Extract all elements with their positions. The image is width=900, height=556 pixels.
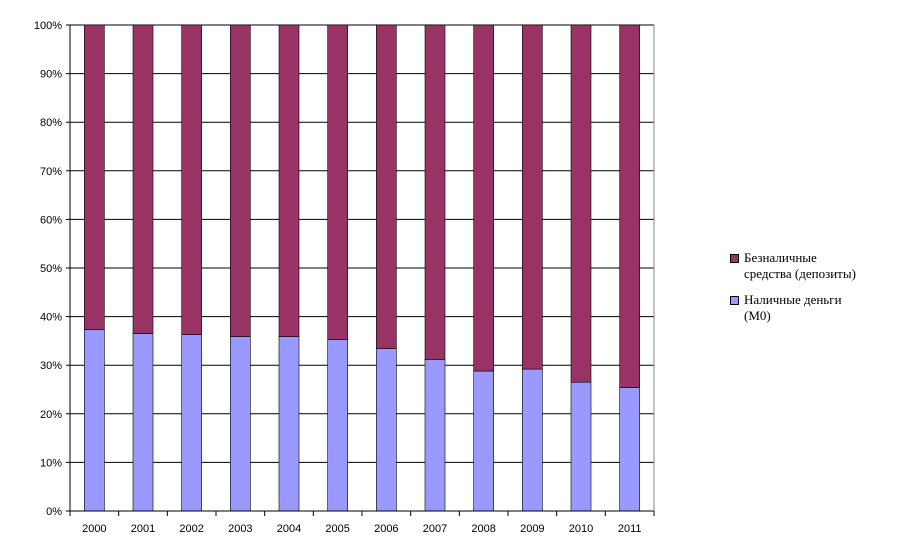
bar-cash <box>522 368 543 512</box>
y-tick-label: 60% <box>40 214 62 226</box>
bar-deposits <box>473 24 494 372</box>
y-tick-label: 40% <box>40 312 62 324</box>
y-tick-label: 80% <box>40 117 62 129</box>
x-tick-label: 2009 <box>520 523 544 535</box>
bar-cash <box>619 387 640 512</box>
x-tick-label: 2006 <box>374 523 398 535</box>
bar-cash <box>327 339 348 512</box>
bar-cash <box>376 348 397 512</box>
x-tick-label: 2001 <box>131 523 155 535</box>
x-tick-label: 2000 <box>82 523 106 535</box>
legend-label-cash-line2: (М0) <box>744 308 771 323</box>
y-tick-label: 100% <box>34 20 62 32</box>
bar-deposits <box>132 24 154 334</box>
bar-deposits <box>619 24 640 388</box>
legend-item-cash: Наличные деньги (М0) <box>730 292 895 324</box>
x-tick-label: 2002 <box>179 523 203 535</box>
bar-cash <box>570 381 592 512</box>
legend-item-deposits: Безналичные средства (депозиты) <box>730 250 895 282</box>
bar-cash <box>424 359 446 512</box>
bar-cash <box>181 334 202 512</box>
x-tick-label: 2003 <box>228 523 252 535</box>
gridlines <box>70 24 654 512</box>
legend-label-deposits-line1: Безналичные <box>744 250 817 265</box>
bar-cash <box>278 336 300 512</box>
bar-deposits <box>522 24 543 370</box>
x-tick-label: 2007 <box>423 523 447 535</box>
bar-deposits <box>570 24 592 383</box>
x-tick-labels: 2000 2001 2002 2003 2004 2005 2006 2007 2008 2009… <box>82 523 641 535</box>
bar-deposits <box>181 24 202 335</box>
axes <box>66 24 655 516</box>
y-tick-label: 30% <box>40 360 62 372</box>
bar-cash <box>473 370 494 512</box>
y-tick-labels: 0% 10% 20% 30% 40% 50% 60% 70% 80% 90% 100% <box>34 20 62 518</box>
y-tick-label: 70% <box>40 166 62 178</box>
y-tick-label: 10% <box>40 457 62 469</box>
bar-cash <box>230 336 251 512</box>
bar-deposits <box>424 24 446 360</box>
y-tick-label: 0% <box>46 506 62 518</box>
x-tick-label: 2005 <box>325 523 349 535</box>
bar-deposits <box>376 24 397 349</box>
x-tick-label: 2011 <box>618 523 642 535</box>
legend-label-cash-line1: Наличные деньги <box>744 292 842 307</box>
y-tick-label: 90% <box>40 69 62 81</box>
bar-cash <box>132 333 154 512</box>
bar-deposits <box>278 24 300 337</box>
x-tick-label: 2010 <box>569 523 593 535</box>
bar-deposits <box>327 24 348 340</box>
y-tick-label: 20% <box>40 409 62 421</box>
x-tick-label: 2004 <box>277 523 301 535</box>
bars <box>84 24 640 512</box>
x-tick-label: 2008 <box>471 523 495 535</box>
legend-label-deposits-line2: средства (депозиты) <box>744 266 856 281</box>
bar-deposits <box>230 24 251 337</box>
y-tick-label: 50% <box>40 263 62 275</box>
bar-deposits <box>84 24 105 331</box>
legend-swatch-cash <box>730 296 739 305</box>
bar-cash <box>84 329 105 512</box>
legend: Безналичные средства (депозиты) Наличные… <box>730 250 895 334</box>
legend-swatch-deposits <box>730 254 739 263</box>
